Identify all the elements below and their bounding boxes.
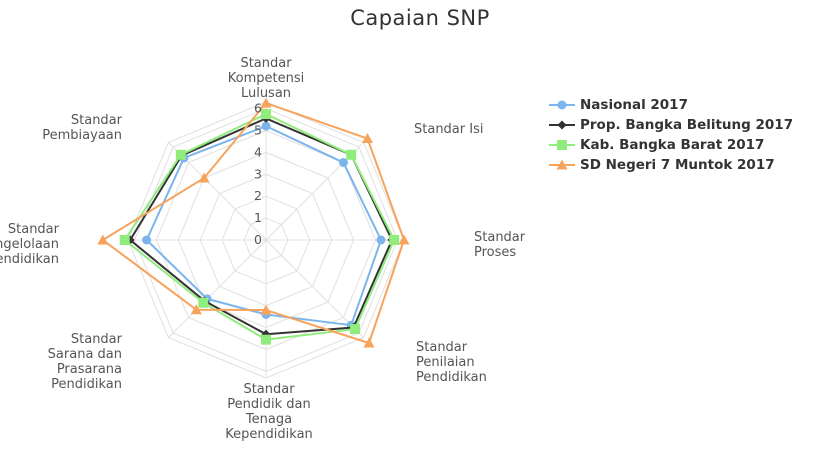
legend-symbol: [549, 100, 575, 110]
legend-label: SD Negeri 7 Muntok 2017: [580, 157, 775, 173]
data-point: [198, 172, 210, 183]
legend-label: Kab. Bangka Barat 2017: [580, 137, 765, 153]
data-point: [190, 304, 202, 315]
data-point: [198, 297, 209, 308]
legend-symbol: [549, 159, 575, 170]
data-point: [376, 235, 386, 245]
tick-label: 4: [254, 144, 262, 159]
data-point: [260, 97, 272, 108]
series-2: [119, 109, 400, 345]
legend-item[interactable]: SD Negeri 7 Muntok 2017: [548, 155, 793, 175]
tick-label: 2: [254, 188, 262, 203]
tick-label: 0: [254, 232, 262, 247]
data-point: [261, 334, 271, 345]
legend-item[interactable]: Prop. Bangka Belitung 2017: [548, 115, 793, 135]
data-point: [260, 304, 272, 315]
data-point: [346, 149, 357, 160]
tick-label: 3: [254, 166, 262, 181]
axis-label: Standar Penilaian Pendidikan: [416, 340, 487, 385]
axis-label: Standar Kompetensi Lulusan: [228, 56, 304, 101]
data-point: [142, 235, 152, 245]
legend-label: Nasional 2017: [580, 97, 688, 113]
tick-label: 5: [254, 122, 262, 137]
data-point: [363, 337, 375, 348]
tick-label: 6: [254, 101, 262, 116]
data-point: [338, 158, 348, 168]
legend-item[interactable]: Nasional 2017: [548, 95, 793, 115]
legend-marker: [557, 120, 567, 130]
data-point: [389, 235, 400, 245]
legend-symbol: [549, 120, 575, 130]
data-point: [97, 234, 109, 245]
legend: Nasional 2017 Prop. Bangka Belitung 2017 K…: [548, 95, 793, 175]
data-point: [175, 149, 186, 160]
grid-spoke: [265, 239, 364, 338]
axis-label: Standar Pendidik dan Tenaga Kependidikan: [225, 382, 313, 442]
axis-label: Standar Proses: [474, 230, 526, 260]
data-point: [261, 109, 271, 120]
axis-label: Standar Isi: [414, 122, 483, 137]
legend-item[interactable]: Kab. Bangka Barat 2017: [548, 135, 793, 155]
legend-marker: [557, 140, 567, 150]
data-point: [398, 234, 410, 245]
data-point: [361, 133, 373, 144]
chart-title: Capaian SNP: [350, 6, 490, 30]
legend-marker: [556, 159, 568, 170]
data-point: [261, 121, 271, 131]
grid-spoke: [168, 239, 267, 338]
series-3: [97, 97, 410, 348]
axis-label: Standar Sarana dan Prasarana Pendidikan: [48, 332, 123, 392]
data-point: [119, 235, 130, 245]
legend-symbol: [549, 140, 575, 150]
tick-label: 1: [254, 210, 262, 225]
legend-label: Prop. Bangka Belitung 2017: [580, 117, 794, 133]
axis-label: StandarPengelolaanPendidikan: [0, 222, 60, 267]
data-point: [350, 324, 361, 335]
legend-marker: [557, 100, 567, 110]
axis-label: Standar Pembiayaan: [42, 113, 122, 143]
